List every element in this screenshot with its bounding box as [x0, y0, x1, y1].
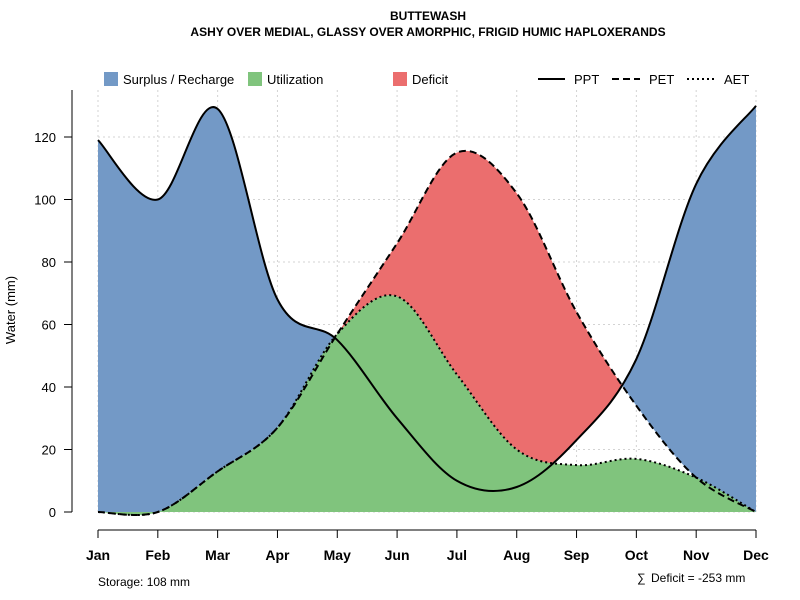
x-tick-label-apr: Apr: [265, 547, 290, 563]
legend-label-utilization: Utilization: [267, 72, 323, 87]
series-line-ppt: [97, 105, 757, 492]
series-line-aet: [97, 294, 757, 516]
x-tick-label-nov: Nov: [683, 547, 710, 563]
x-tick-label-aug: Aug: [503, 547, 530, 563]
legend: Surplus / Recharge Utilization Deficit P…: [104, 72, 749, 87]
chart-title: BUTTEWASH: [390, 9, 466, 23]
y-tick-label: 80: [42, 255, 56, 270]
legend-swatch-deficit: [393, 72, 407, 86]
area-utilization: [98, 295, 756, 516]
legend-label-deficit: Deficit: [412, 72, 449, 87]
legend-label-ppt: PPT: [574, 72, 599, 87]
x-tick-label-jan: Jan: [86, 547, 110, 563]
deficit-total-label: Deficit = -253 mm: [651, 571, 745, 585]
y-tick-label: 20: [42, 443, 56, 458]
y-tick-label: 100: [34, 193, 56, 208]
y-tick-label: 0: [49, 505, 56, 520]
x-tick-label-mar: Mar: [205, 547, 230, 563]
x-ticks: Jan Feb Mar Apr May Jun Jul Aug Sep Oct Nov Dec: [86, 530, 769, 563]
storage-label: Storage: 108 mm: [98, 575, 190, 589]
series-line-pet: [97, 150, 757, 516]
x-tick-label-dec: Dec: [743, 547, 769, 563]
y-tick-label: 40: [42, 380, 56, 395]
legend-label-pet: PET: [649, 72, 674, 87]
y-tick-label: 120: [34, 130, 56, 145]
legend-swatch-surplus: [104, 72, 118, 86]
y-ticks: 0 20 40 60 80 100 120: [34, 130, 72, 520]
x-tick-label-oct: Oct: [625, 547, 649, 563]
legend-swatch-utilization: [248, 72, 262, 86]
x-tick-label-may: May: [324, 547, 351, 563]
x-tick-label-sep: Sep: [564, 547, 590, 563]
x-tick-label-jul: Jul: [447, 547, 467, 563]
legend-label-surplus: Surplus / Recharge: [123, 72, 234, 87]
legend-label-aet: AET: [724, 72, 749, 87]
y-tick-label: 60: [42, 318, 56, 333]
chart-subtitle: ASHY OVER MEDIAL, GLASSY OVER AMORPHIC, …: [190, 25, 665, 39]
x-tick-label-feb: Feb: [145, 547, 170, 563]
x-tick-label-jun: Jun: [385, 547, 410, 563]
sum-icon: ∑: [637, 571, 646, 585]
y-axis-label: Water (mm): [3, 276, 18, 344]
